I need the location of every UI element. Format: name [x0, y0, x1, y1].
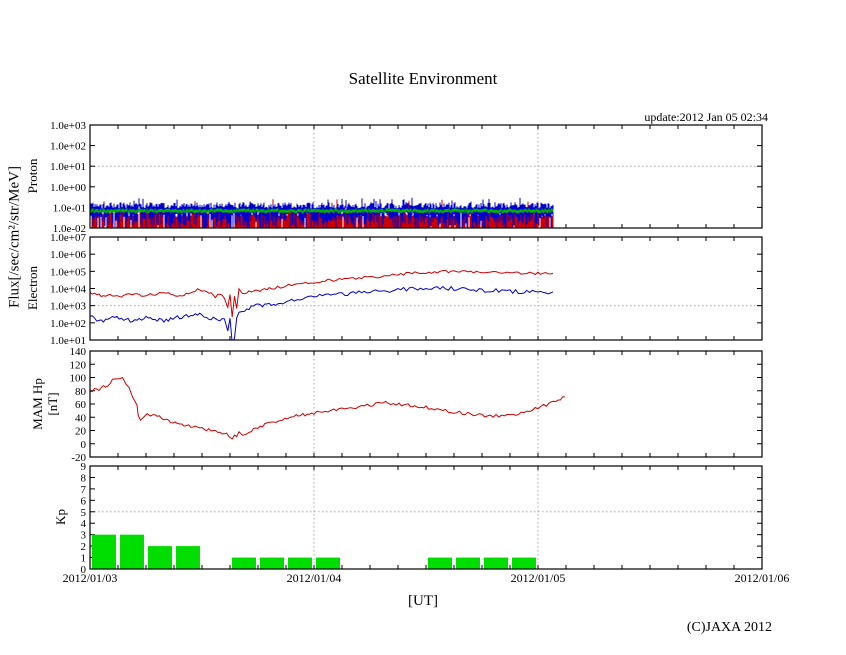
panel-border [89, 350, 763, 458]
svg-text:40: 40 [75, 412, 87, 424]
kp-index-bar [232, 557, 256, 569]
svg-text:140: 140 [70, 346, 87, 358]
svg-text:1.0e+02: 1.0e+02 [50, 318, 86, 330]
svg-text:1.0e+03: 1.0e+03 [50, 120, 86, 132]
svg-text:1.0e+04: 1.0e+04 [50, 284, 86, 296]
svg-text:1.0e+03: 1.0e+03 [50, 301, 86, 313]
svg-text:-20: -20 [71, 452, 86, 464]
svg-text:1.0e+06: 1.0e+06 [50, 249, 86, 261]
svg-text:1.0e+01: 1.0e+01 [50, 161, 86, 173]
svg-text:5: 5 [81, 507, 87, 519]
svg-text:120: 120 [70, 359, 87, 371]
svg-text:1.0e+00: 1.0e+00 [50, 182, 86, 194]
copyright-label: (C)JAXA 2012 [686, 620, 772, 635]
kp-index-bar [92, 534, 116, 569]
svg-text:1.0e+05: 1.0e+05 [50, 266, 86, 278]
svg-text:1.0e-02: 1.0e-02 [53, 223, 86, 235]
panel-proton: 1.0e+03 1.0e+02 1.0e+01 1.0e+00 1.0e-01 1.0e-… [50, 120, 763, 235]
kp-index-bar [484, 557, 508, 569]
kp-index-bar [456, 557, 480, 569]
electron-low-trace [90, 285, 554, 340]
svg-text:1: 1 [81, 553, 87, 565]
svg-text:2012/01/05: 2012/01/05 [511, 571, 566, 585]
svg-text:2012/01/06: 2012/01/06 [735, 571, 790, 585]
svg-text:1.0e+07: 1.0e+07 [50, 232, 86, 244]
electron-high-trace [90, 269, 554, 317]
update-timestamp: update:2012 Jan 05 02:34 [644, 110, 768, 124]
panel-electron: 1.0e+07 1.0e+06 1.0e+05 1.0e+04 1.0e+03 1.0e+… [50, 232, 763, 347]
panel-border [89, 124, 763, 229]
panel-border [89, 465, 763, 570]
proton-channel-green-noise [90, 208, 554, 214]
svg-text:0: 0 [81, 564, 87, 576]
kp-index-bar [176, 546, 200, 569]
kp-index-bar [120, 534, 144, 569]
hp-field-trace [90, 376, 565, 440]
panel-border [89, 236, 763, 341]
svg-text:6: 6 [81, 495, 87, 507]
svg-text:7: 7 [81, 484, 87, 496]
x-axis-unit-label: [UT] [408, 593, 438, 609]
svg-text:2012/01/03: 2012/01/03 [63, 571, 118, 585]
svg-text:2: 2 [81, 541, 87, 553]
kp-index-bar [512, 557, 536, 569]
svg-text:9: 9 [81, 461, 87, 473]
kp-index-bar [316, 557, 340, 569]
svg-text:8: 8 [81, 472, 87, 484]
kp-index-bar [260, 557, 284, 569]
svg-text:1.0e-01: 1.0e-01 [53, 202, 86, 214]
svg-text:20: 20 [75, 426, 87, 438]
x-axis-labels: 2012/01/03 2012/01/04 2012/01/05 2012/01/06 [63, 571, 790, 585]
svg-text:1.0e+01: 1.0e+01 [50, 335, 86, 347]
svg-text:4: 4 [81, 518, 87, 530]
svg-text:0: 0 [81, 439, 87, 451]
svg-text:2012/01/04: 2012/01/04 [287, 571, 342, 585]
svg-text:60: 60 [75, 399, 87, 411]
svg-text:3: 3 [81, 530, 87, 542]
page-title: Satellite Environment [348, 69, 498, 88]
kp-index-bar [288, 557, 312, 569]
kp-index-bar [148, 546, 172, 569]
kp-index-bar [428, 557, 452, 569]
svg-text:1.0e+02: 1.0e+02 [50, 141, 86, 153]
svg-text:100: 100 [70, 373, 87, 385]
svg-text:80: 80 [75, 386, 87, 398]
